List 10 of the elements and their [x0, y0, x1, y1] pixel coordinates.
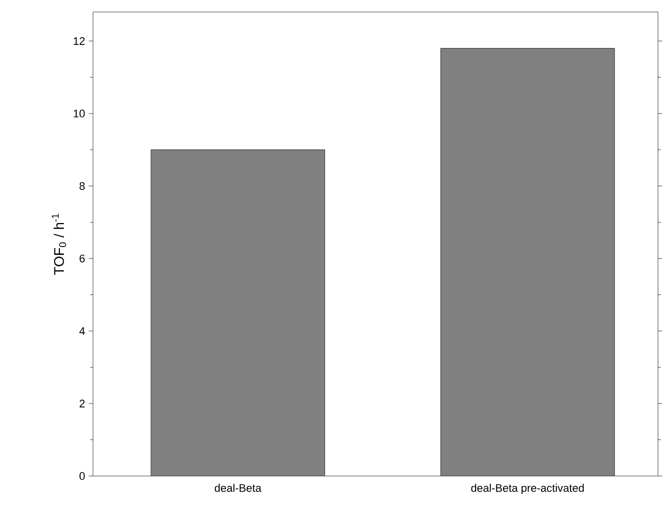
- y-tick-label: 10: [74, 110, 85, 118]
- y-tick-label: 0: [80, 472, 85, 480]
- x-tick-label: deal-Beta pre-activated: [471, 484, 584, 494]
- y-tick-label: 8: [80, 182, 85, 190]
- y-axis-title: TOF$_{0}$ / h$^{-1}$: [52, 214, 66, 275]
- y-tick-label: 2: [80, 400, 85, 408]
- x-tick-label: deal-Beta: [214, 484, 262, 492]
- y-tick-label: 12: [74, 37, 85, 45]
- y-tick-label: 4: [79, 327, 85, 335]
- y-tick-label: 6: [80, 254, 85, 262]
